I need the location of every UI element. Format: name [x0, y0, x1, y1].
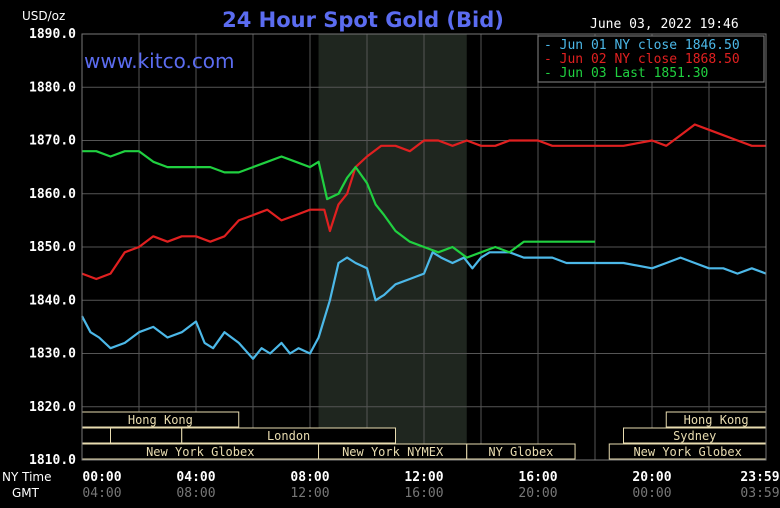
session-bar: New York Globex [81, 443, 320, 460]
session-bar [81, 427, 111, 444]
x-axis-ticks: 00:0004:0004:0008:0008:0012:0012:0016:00… [82, 470, 779, 501]
series-line [81, 123, 766, 281]
y-tick-label: 1880.0 [29, 80, 76, 95]
session-box [181, 427, 396, 444]
session-label: Hong Kong [128, 413, 193, 427]
x-tick-label-ny: 04:00 [176, 470, 215, 485]
session-bar: New York NYMEX [318, 443, 468, 460]
session-label: London [267, 429, 310, 443]
watermark: www.kitco.com [84, 49, 235, 73]
legend-entry: - Jun 02 NY close 1868.50 [544, 52, 740, 67]
legend-entry: - Jun 03 Last 1851.30 [544, 66, 708, 81]
session-label: Sydney [673, 429, 716, 443]
x-tick-label-gmt: 08:00 [176, 486, 215, 501]
session-bar: Hong Kong [81, 411, 240, 428]
chart-title: 24 Hour Spot Gold (Bid) [222, 8, 504, 32]
session-bar: Sydney [623, 427, 767, 444]
x-tick-label-ny: 16:00 [518, 470, 557, 485]
legend-entry: - Jun 01 NY close 1846.50 [544, 38, 740, 53]
plot-border [81, 33, 767, 461]
x-tick-label-gmt: 03:59 [740, 486, 779, 501]
y-tick-label: 1810.0 [29, 453, 76, 468]
series-line [81, 251, 767, 360]
x-tick-label-gmt: 20:00 [518, 486, 557, 501]
session-label: New York Globex [146, 445, 254, 459]
y-tick-label: 1840.0 [29, 293, 76, 308]
trading-sessions: Hong Kong Hong Kong London Sydney New York G… [81, 411, 767, 460]
x-tick-label-gmt: 12:00 [290, 486, 329, 501]
session-bar: NY Globex [466, 443, 576, 460]
y-axis-ticks: 1890.0 1880.0 1870.0 1860.0 1850.0 1840.0 1830… [29, 27, 76, 468]
y-tick-label: 1860.0 [29, 187, 76, 202]
session-bar: London [181, 427, 396, 444]
x-tick-label-ny: 12:00 [404, 470, 443, 485]
x-tick-label-ny: 23:59 [740, 470, 779, 485]
y-tick-label: 1830.0 [29, 347, 76, 362]
session-bar [110, 427, 183, 444]
y-tick-label: 1890.0 [29, 27, 76, 42]
session-box [81, 427, 111, 444]
series-line [82, 150, 595, 259]
session-box [110, 427, 183, 444]
session-label: NY Globex [488, 445, 553, 459]
chart-legend: - Jun 01 NY close 1846.50- Jun 02 NY clo… [537, 35, 765, 83]
y-tick-label: 1870.0 [29, 134, 76, 149]
session-bar: New York Globex [608, 443, 767, 460]
legend-box [537, 35, 765, 83]
x-tick-label-ny: 20:00 [632, 470, 671, 485]
unit-label: USD/oz [22, 9, 65, 23]
session-label: Hong Kong [684, 413, 749, 427]
session-bar: Hong Kong [665, 411, 767, 428]
ny-time-label: NY Time [2, 470, 52, 484]
session-label: New York NYMEX [342, 445, 444, 459]
price-series [81, 123, 767, 360]
x-tick-label-ny: 08:00 [290, 470, 329, 485]
date-time: June 03, 2022 19:46 [590, 17, 739, 32]
y-tick-label: 1850.0 [29, 240, 76, 255]
y-tick-label: 1820.0 [29, 400, 76, 415]
session-label: New York Globex [633, 445, 741, 459]
session-box [466, 443, 576, 460]
x-tick-label-gmt: 16:00 [404, 486, 443, 501]
x-tick-label-ny: 00:00 [82, 470, 121, 485]
gmt-label: GMT [12, 486, 40, 500]
x-tick-label-gmt: 04:00 [82, 486, 121, 501]
x-tick-label-gmt: 00:00 [632, 486, 671, 501]
